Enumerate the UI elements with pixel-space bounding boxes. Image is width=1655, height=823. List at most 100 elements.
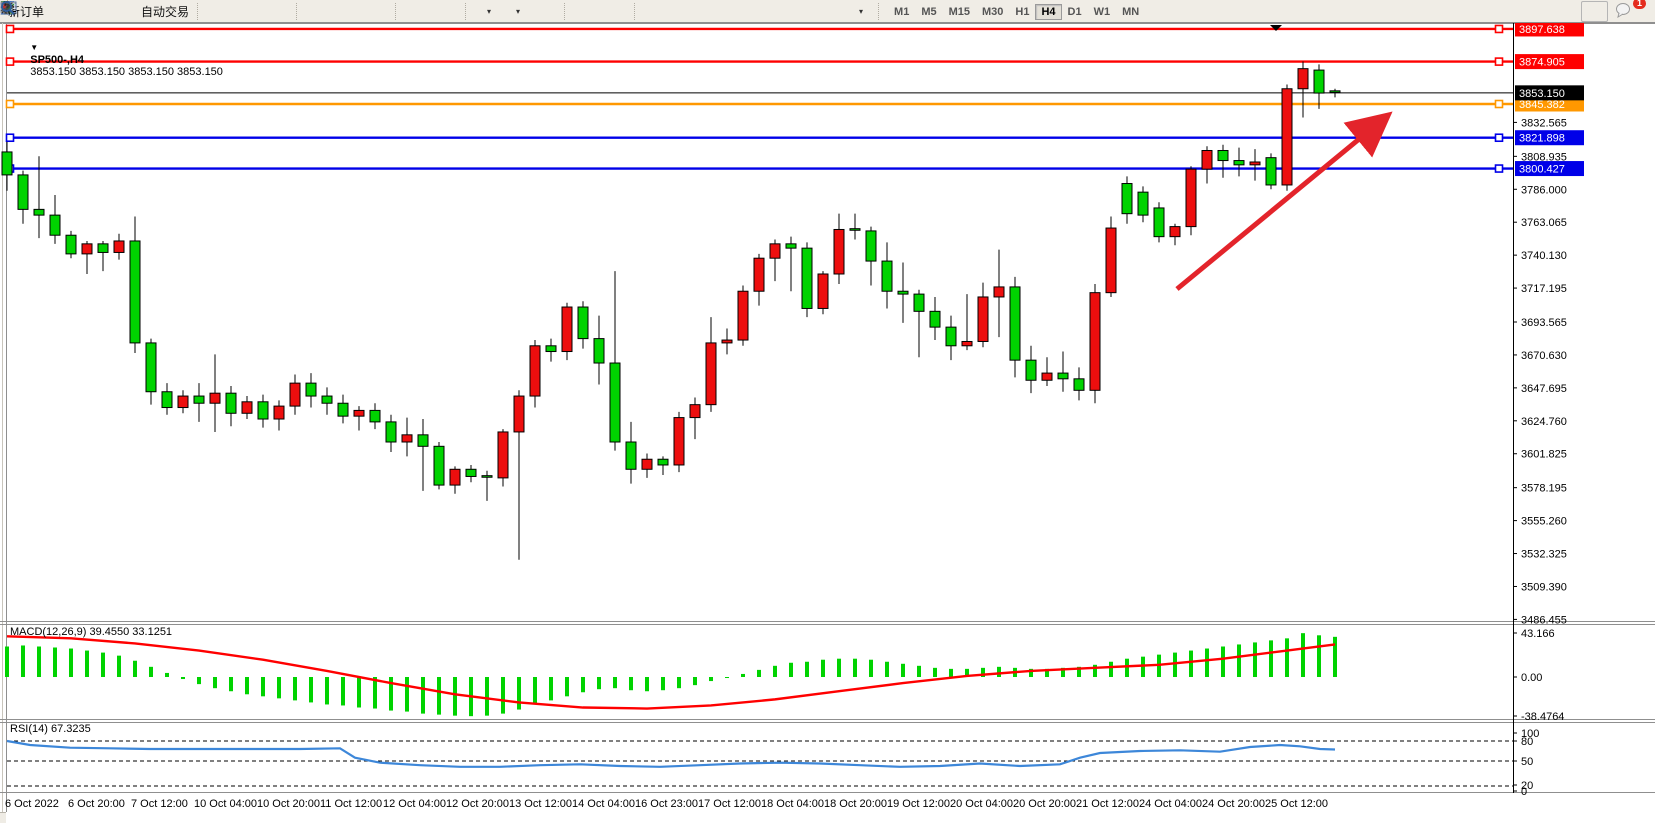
arrows-tool-button[interactable]: ▾ [1, 1, 874, 22]
horizontal-line-tool-button[interactable] [1, 1, 700, 22]
date-label[interactable]: 6 Oct 2022 [5, 798, 59, 810]
candle-body[interactable] [865, 230, 877, 262]
candle-body[interactable] [545, 345, 557, 353]
date-label[interactable]: 13 Oct 12:00 [509, 798, 572, 810]
candle-body[interactable] [305, 382, 317, 397]
zoom-out-button[interactable] [1, 1, 362, 22]
candle-body[interactable] [1073, 378, 1085, 391]
candle-body[interactable] [353, 409, 365, 417]
candle-body[interactable] [161, 391, 173, 409]
candle-body[interactable] [145, 342, 157, 393]
timeframe-W1[interactable]: W1 [1093, 6, 1111, 18]
date-label[interactable]: 10 Oct 04:00 [194, 798, 257, 810]
candle-body[interactable] [1121, 183, 1133, 215]
candle-body[interactable] [1265, 157, 1277, 186]
timeframe-M1[interactable]: M1 [894, 6, 910, 18]
new-order-button[interactable]: 新订单 [4, 1, 48, 22]
candle-body[interactable] [241, 401, 253, 414]
candle-body[interactable] [1297, 68, 1309, 90]
candle-body[interactable] [1169, 226, 1181, 238]
candle-body[interactable] [33, 208, 45, 216]
bar-chart-button[interactable] [1, 1, 234, 22]
candle-body[interactable] [1089, 292, 1101, 391]
text-tool-button[interactable]: A [3, 0, 816, 22]
candle-body[interactable] [833, 228, 845, 275]
candle-body[interactable] [721, 339, 733, 344]
candle-body[interactable] [673, 417, 685, 466]
candle-body[interactable] [225, 392, 237, 414]
candle-body[interactable] [561, 306, 573, 353]
candlestick-chart-button[interactable] [1, 1, 263, 22]
candle-body[interactable] [977, 296, 989, 342]
candle-body[interactable] [769, 243, 781, 259]
candle-body[interactable] [81, 243, 93, 255]
auto-scroll-button[interactable] [0, 1, 461, 22]
candle-body[interactable] [881, 260, 893, 292]
hline-handle[interactable] [1494, 99, 1504, 109]
chat-button[interactable]: 1 [1614, 0, 1646, 22]
hline-handle[interactable] [1494, 24, 1504, 34]
profile-button[interactable] [0, 1, 106, 22]
timeframe-H1[interactable]: H1 [1015, 6, 1030, 18]
symbol-dropdown-icon[interactable]: ▼ [30, 43, 39, 52]
search-button[interactable] [1, 0, 1608, 22]
chart-shift-button[interactable] [0, 1, 432, 22]
candle-body[interactable] [1025, 359, 1037, 381]
candle-body[interactable] [17, 174, 29, 210]
hline-handle[interactable] [5, 24, 15, 34]
date-label[interactable]: 12 Oct 20:00 [446, 798, 509, 810]
candle-body[interactable] [401, 434, 413, 443]
candle-body[interactable] [417, 434, 429, 447]
candle-body[interactable] [753, 257, 765, 292]
candle-body[interactable] [209, 392, 221, 404]
scroll-marker-icon[interactable] [1270, 25, 1282, 31]
period-button[interactable]: ▾ [1, 1, 531, 22]
chart-title[interactable]: ▼ SP500-,H4 3853.150 3853.150 3853.150 3… [18, 30, 223, 90]
template-button[interactable] [0, 1, 560, 22]
date-label[interactable]: 17 Oct 12:00 [698, 798, 761, 810]
timeframe-M30[interactable]: M30 [982, 6, 1004, 18]
candle-body[interactable] [1105, 227, 1117, 294]
candle-body[interactable] [289, 382, 301, 407]
candle-body[interactable] [465, 468, 477, 477]
candle-body[interactable] [849, 228, 861, 231]
timeframe-D1[interactable]: D1 [1067, 6, 1082, 18]
candle-body[interactable] [97, 243, 109, 253]
line-chart-button[interactable] [0, 1, 292, 22]
date-label[interactable]: 10 Oct 20:00 [257, 798, 320, 810]
crosshair-tool-button[interactable] [1, 1, 630, 22]
candle-body[interactable] [737, 290, 749, 341]
gold-seal-button[interactable] [1, 0, 77, 22]
channel-tool-button[interactable]: E [0, 1, 758, 22]
candle-body[interactable] [1, 151, 13, 176]
hline-handle[interactable] [1494, 164, 1504, 173]
trendline-tool-button[interactable] [1, 1, 729, 22]
candle-body[interactable] [1201, 149, 1213, 170]
candle-body[interactable] [1009, 286, 1021, 361]
date-label[interactable]: 7 Oct 12:00 [131, 798, 188, 810]
timeframe-M15[interactable]: M15 [948, 6, 970, 18]
candle-body[interactable] [1153, 207, 1165, 238]
date-label[interactable]: 12 Oct 04:00 [383, 798, 446, 810]
date-label[interactable]: 24 Oct 20:00 [1202, 798, 1265, 810]
candle-body[interactable] [433, 445, 445, 486]
candle-body[interactable] [1137, 191, 1149, 216]
zoom-in-button[interactable] [1, 1, 333, 22]
candle-body[interactable] [177, 395, 189, 409]
candle-body[interactable] [481, 475, 493, 478]
candle-body[interactable] [1313, 69, 1325, 94]
candle-body[interactable] [993, 286, 1005, 298]
candle-body[interactable] [625, 441, 637, 470]
candle-body[interactable] [593, 338, 605, 364]
date-label[interactable]: 19 Oct 12:00 [887, 798, 950, 810]
candle-body[interactable] [1233, 160, 1245, 166]
candle-body[interactable] [929, 310, 941, 328]
candle-body[interactable] [65, 234, 77, 255]
date-label[interactable]: 20 Oct 20:00 [1013, 798, 1076, 810]
candle-body[interactable] [801, 247, 813, 309]
candle-body[interactable] [113, 240, 125, 253]
candle-body[interactable] [961, 340, 973, 347]
trend-arrow-annotation[interactable] [1175, 111, 1393, 291]
date-label[interactable]: 18 Oct 04:00 [761, 798, 824, 810]
